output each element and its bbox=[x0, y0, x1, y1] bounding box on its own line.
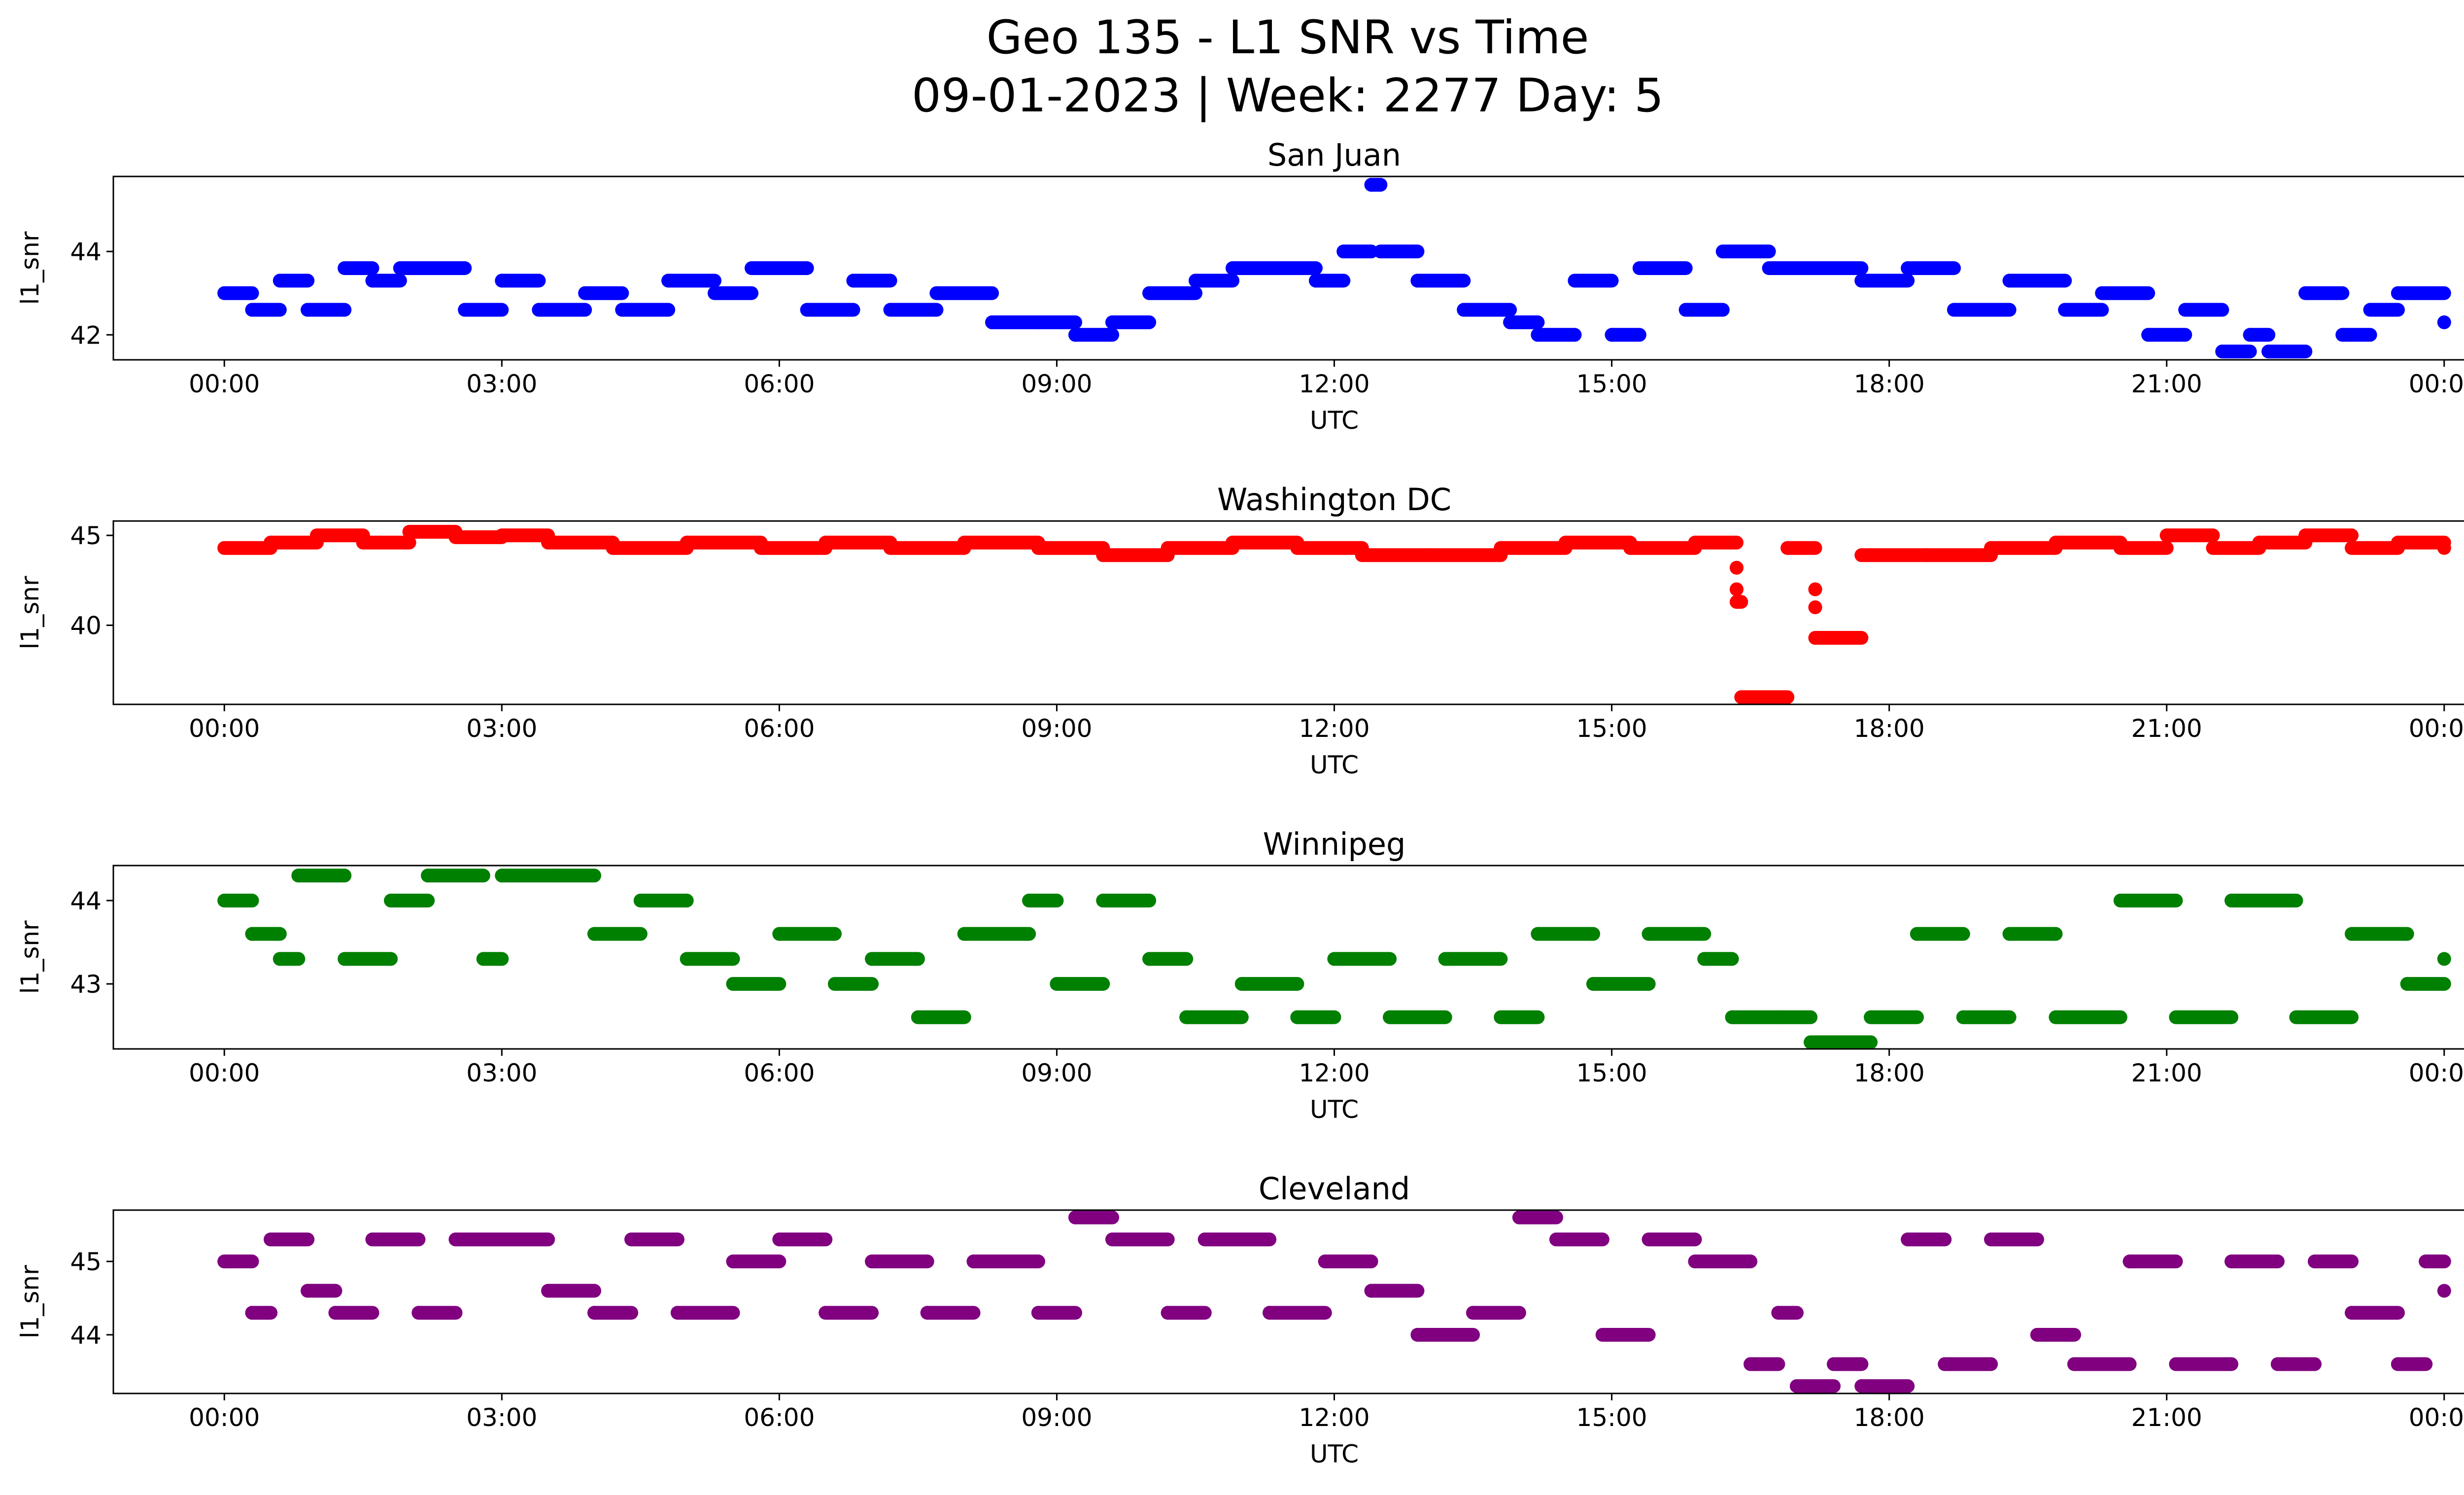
x-tick-label: 09:00 bbox=[1021, 1403, 1092, 1432]
figure-title-line2: 09-01-2023 | Week: 2277 Day: 5 bbox=[911, 69, 1664, 123]
subplot-title: Washington DC bbox=[1217, 482, 1451, 518]
figure-title-line1: Geo 135 - L1 SNR vs Time bbox=[986, 11, 1589, 65]
y-tick-label: 42 bbox=[70, 321, 102, 349]
subplot-cleveland: Cleveland 00:00 03:00 06:00 09:00 12:00 15:00 1… bbox=[16, 1171, 2464, 1468]
y-tick-label: 45 bbox=[70, 522, 102, 550]
x-tick-label: 00:00 bbox=[2409, 1403, 2464, 1432]
x-tick-label: 18:00 bbox=[1854, 370, 1925, 398]
y-tick-label: 43 bbox=[70, 970, 102, 999]
data-point bbox=[2437, 952, 2451, 966]
x-axis-label: UTC bbox=[1310, 1095, 1359, 1124]
y-tick-label: 44 bbox=[70, 887, 102, 915]
x-tick-label: 00:00 bbox=[189, 1403, 260, 1432]
subplot-san-juan: San Juan 00:00 03:00 06:00 09:00 12:00 15:00 18… bbox=[16, 137, 2464, 435]
x-tick-label: 00:00 bbox=[189, 714, 260, 743]
x-tick-label: 12:00 bbox=[1299, 370, 1369, 398]
x-tick-label: 03:00 bbox=[466, 714, 537, 743]
x-tick-label: 09:00 bbox=[1021, 714, 1092, 743]
y-tick-label: 40 bbox=[70, 612, 102, 640]
scatter-points bbox=[217, 1210, 2451, 1393]
x-tick-label: 12:00 bbox=[1299, 1059, 1369, 1087]
x-tick-label: 06:00 bbox=[744, 714, 815, 743]
x-tick-label: 21:00 bbox=[2131, 714, 2202, 743]
x-axis-label: UTC bbox=[1310, 406, 1359, 435]
x-tick-label: 21:00 bbox=[2131, 1059, 2202, 1087]
y-axis-label: l1_snr bbox=[16, 231, 44, 305]
x-tick-label: 03:00 bbox=[466, 1403, 537, 1432]
x-tick-label: 09:00 bbox=[1021, 1059, 1092, 1087]
figure-title: Geo 135 - L1 SNR vs Time 09-01-2023 | We… bbox=[0, 9, 2464, 125]
y-tick-label: 44 bbox=[70, 238, 102, 266]
x-tick-label: 00:00 bbox=[2409, 370, 2464, 398]
data-point bbox=[2437, 315, 2451, 329]
x-tick-label: 15:00 bbox=[1576, 1403, 1647, 1432]
x-tick-label: 21:00 bbox=[2131, 1403, 2202, 1432]
x-axis-label: UTC bbox=[1310, 1440, 1359, 1468]
x-tick-label: 06:00 bbox=[744, 1059, 815, 1087]
x-tick-label: 21:00 bbox=[2131, 370, 2202, 398]
x-tick-label: 15:00 bbox=[1576, 1059, 1647, 1087]
x-tick-label: 09:00 bbox=[1021, 370, 1092, 398]
subplot-title: Winnipeg bbox=[1263, 826, 1406, 862]
subplot-washington-dc: Washington DC 00:00 03:00 06:00 09:00 12:00 15… bbox=[16, 482, 2464, 779]
scatter-points bbox=[217, 524, 2451, 704]
x-axis-label: UTC bbox=[1310, 751, 1359, 779]
x-tick-label: 18:00 bbox=[1854, 1059, 1925, 1087]
x-tick-label: 15:00 bbox=[1576, 370, 1647, 398]
x-tick-label: 12:00 bbox=[1299, 1403, 1369, 1432]
x-tick-label: 00:00 bbox=[189, 370, 260, 398]
x-tick-label: 18:00 bbox=[1854, 714, 1925, 743]
x-tick-label: 06:00 bbox=[744, 1403, 815, 1432]
x-tick-label: 00:00 bbox=[2409, 714, 2464, 743]
y-axis-label: l1_snr bbox=[16, 1265, 44, 1338]
x-tick-label: 00:00 bbox=[2409, 1059, 2464, 1087]
scatter-points bbox=[217, 177, 2451, 359]
x-tick-label: 12:00 bbox=[1299, 714, 1369, 743]
x-tick-label: 03:00 bbox=[466, 1059, 537, 1087]
x-tick-label: 18:00 bbox=[1854, 1403, 1925, 1432]
x-tick-label: 06:00 bbox=[744, 370, 815, 398]
y-tick-label: 44 bbox=[70, 1321, 102, 1350]
data-point bbox=[2437, 1284, 2451, 1298]
subplot-winnipeg: Winnipeg 00:00 03:00 06:00 09:00 12:00 15:00 18… bbox=[16, 826, 2464, 1124]
x-tick-label: 00:00 bbox=[189, 1059, 260, 1087]
subplot-title: San Juan bbox=[1267, 137, 1401, 173]
x-tick-label: 03:00 bbox=[466, 370, 537, 398]
x-tick-label: 15:00 bbox=[1576, 714, 1647, 743]
y-axis-label: l1_snr bbox=[16, 576, 44, 649]
y-tick-label: 45 bbox=[70, 1248, 102, 1276]
y-axis-label: l1_snr bbox=[16, 920, 44, 994]
subplot-title: Cleveland bbox=[1259, 1171, 1410, 1207]
scatter-points bbox=[217, 869, 2451, 1049]
